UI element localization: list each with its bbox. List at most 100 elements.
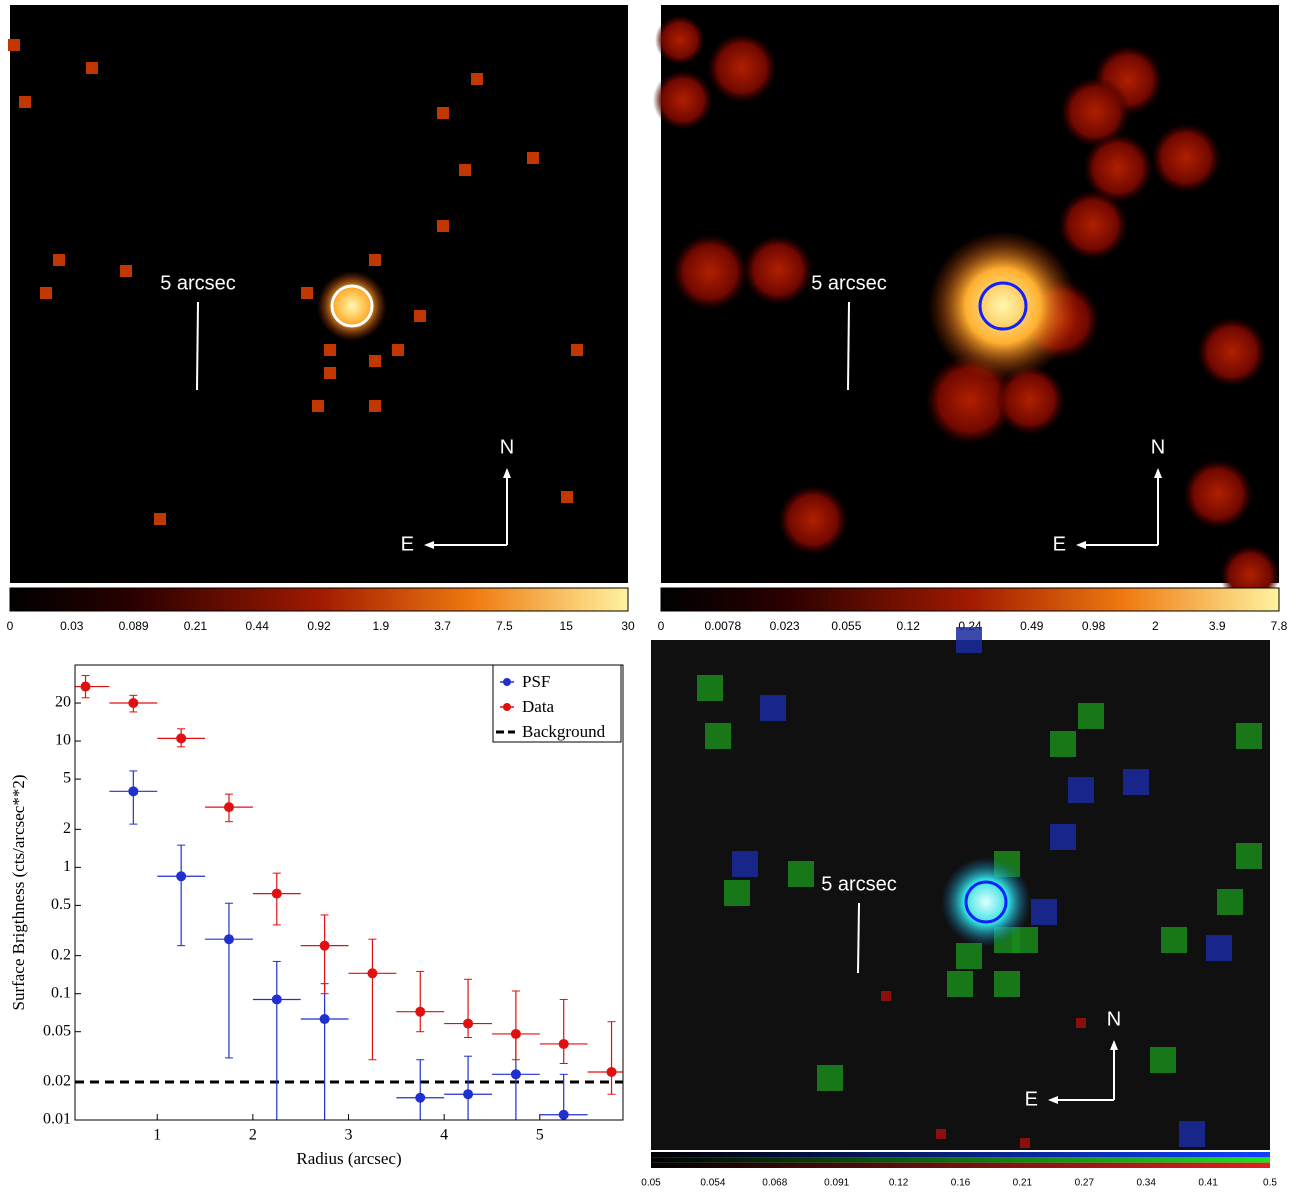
y-tick-label: 0.05 [43, 1022, 71, 1039]
east-label: E [401, 533, 414, 555]
y-tick-label: 5 [63, 770, 71, 787]
pixel [956, 943, 982, 969]
pixel [459, 164, 471, 176]
image-background [10, 5, 628, 583]
colorbar-tick-label: 0.03 [60, 619, 84, 633]
pixel [392, 344, 404, 356]
pixel [705, 723, 731, 749]
north-label: N [1107, 1008, 1121, 1030]
colorbar-tick-label: 0.12 [897, 619, 921, 633]
pixel [324, 367, 336, 379]
colorbar-tick-label: 0.0078 [704, 619, 741, 633]
colorbar-tick-label: 0.068 [762, 1178, 787, 1189]
pixel [1236, 723, 1262, 749]
x-tick-label: 3 [345, 1127, 353, 1144]
pixel [994, 971, 1020, 997]
point [128, 698, 139, 709]
legend-label: PSF [522, 672, 550, 691]
pixel [1050, 824, 1076, 850]
legend-box [492, 664, 622, 743]
y-tick-label: 0.5 [51, 896, 71, 913]
blob [1151, 123, 1221, 193]
colorbar-tick-label: 0.054 [700, 1178, 725, 1189]
y-tick-label: 0.1 [51, 984, 71, 1001]
arrow-head [1048, 1096, 1058, 1104]
pixel [1206, 935, 1232, 961]
scale-label: 5 arcsec [811, 272, 887, 294]
pixel [1161, 927, 1187, 953]
pixel [369, 355, 381, 367]
pixel [1076, 1018, 1086, 1028]
source [941, 857, 1031, 947]
colorbar-tick-label: 0.023 [770, 619, 800, 633]
source [928, 231, 1078, 381]
point [415, 1006, 426, 1017]
colorbar-tick-label: 7.5 [496, 619, 513, 633]
colorbar-tick-label: 2 [1152, 619, 1159, 633]
colorbar-tick-label: 3.7 [434, 619, 451, 633]
y-tick-label: 0.2 [51, 946, 71, 963]
x-tick-label: 4 [440, 1127, 448, 1144]
colorbar [660, 587, 1280, 612]
aperture [978, 281, 1028, 331]
colorbar [9, 587, 629, 612]
blob [1183, 459, 1253, 529]
pixel [788, 861, 814, 887]
point [558, 1038, 569, 1049]
aperture [964, 880, 1008, 924]
y-tick-label: 20 [55, 694, 71, 711]
plot-frame [74, 664, 624, 1121]
blob [778, 485, 848, 555]
scale-label: 5 arcsec [821, 873, 897, 895]
pixel [154, 513, 166, 525]
colorbar-tick-label: 0 [7, 619, 14, 633]
point [415, 1092, 426, 1103]
point [367, 968, 378, 979]
north-label: N [500, 436, 514, 458]
y-tick-label: 1 [63, 858, 71, 875]
pixel [956, 627, 982, 653]
pixel [881, 991, 891, 1001]
colorbar-tick-label: 0.05 [641, 1178, 661, 1189]
point [510, 1028, 521, 1039]
arrow-head [1076, 541, 1086, 549]
colorbar-tick-label: 0.21 [1013, 1178, 1033, 1189]
scale-bar [847, 301, 850, 391]
east-label: E [1053, 533, 1066, 555]
x-axis-label: Radius (arcsec) [296, 1149, 401, 1168]
legend-label: Data [522, 697, 555, 716]
pixel [760, 695, 786, 721]
pixel [53, 254, 65, 266]
colorbar-tick-label: 7.8 [1271, 619, 1288, 633]
y-tick-label: 2 [63, 820, 71, 837]
colorbar-tick-label: 3.9 [1209, 619, 1226, 633]
y-tick-label: 0.02 [43, 1073, 71, 1090]
scale-bar [857, 902, 860, 974]
colorbar [651, 1152, 1270, 1158]
colorbar-tick-label: 30 [621, 619, 635, 633]
colorbar-tick-label: 0.12 [889, 1178, 909, 1189]
arrow-head [1154, 468, 1162, 478]
pixel [527, 152, 539, 164]
colorbar-tick-label: 0.44 [246, 619, 270, 633]
point [558, 1109, 569, 1120]
pixel [1179, 1121, 1205, 1147]
pixel [301, 287, 313, 299]
pixel [414, 310, 426, 322]
source [317, 271, 387, 341]
pixel [312, 400, 324, 412]
pixel [1150, 1047, 1176, 1073]
pixel [936, 1129, 946, 1139]
y-axis-label: Surface Brigthness (cts/arcsec**2) [9, 774, 28, 1010]
point [176, 733, 187, 744]
pixel [1068, 777, 1094, 803]
blob [655, 15, 705, 65]
scale-bar [196, 301, 199, 391]
pixel [1050, 731, 1076, 757]
point [463, 1089, 474, 1100]
colorbar-tick-label: 0.089 [119, 619, 149, 633]
pixel [369, 400, 381, 412]
pixel [120, 265, 132, 277]
arrow-head [424, 541, 434, 549]
